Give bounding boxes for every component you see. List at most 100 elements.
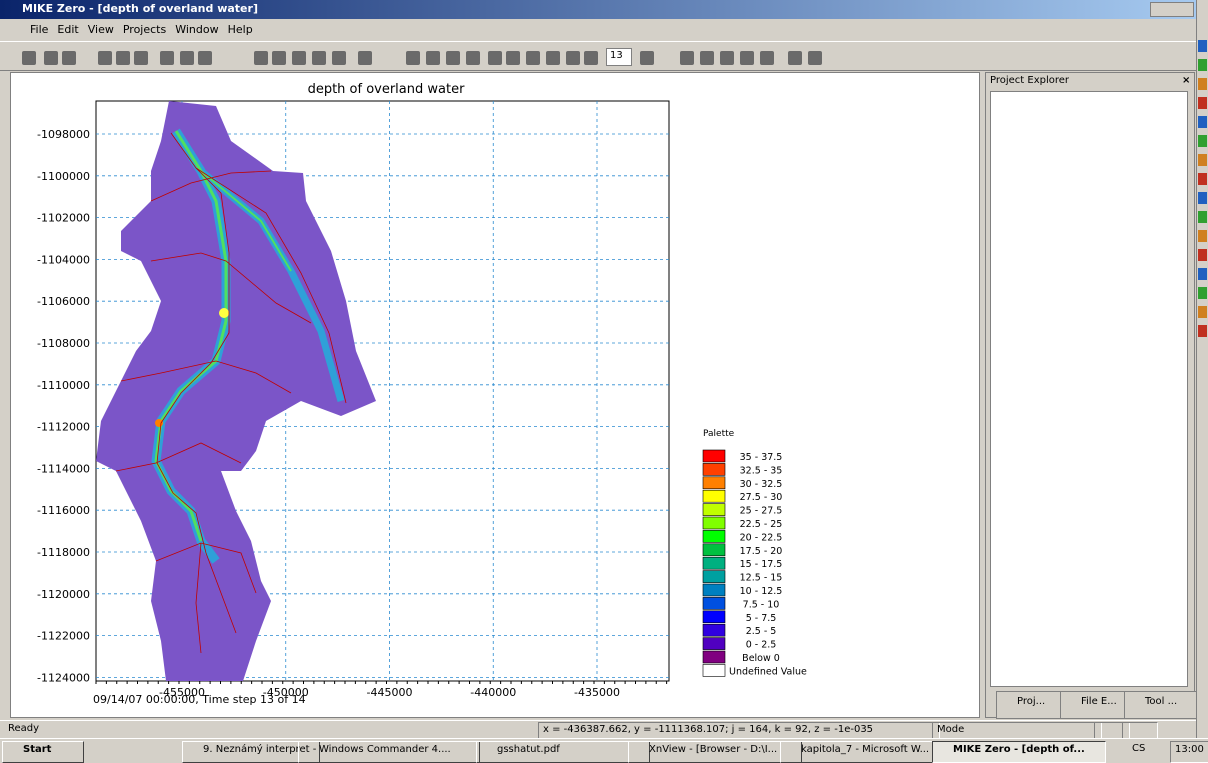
toolbar-button[interactable] bbox=[584, 51, 598, 65]
palette-swatch bbox=[703, 517, 725, 529]
explorer-body bbox=[990, 91, 1188, 687]
window-title: MIKE Zero - [depth of overland water] bbox=[0, 0, 1196, 19]
side-icon[interactable] bbox=[1198, 325, 1207, 337]
project-explorer: Project Explorer × Proj...File E...Tool … bbox=[985, 72, 1195, 718]
toolbar-button[interactable] bbox=[426, 51, 440, 65]
toolbar-button[interactable] bbox=[546, 51, 560, 65]
palette-label: 0 - 2.5 bbox=[746, 640, 777, 651]
palette-swatch bbox=[703, 557, 725, 569]
palette-swatch bbox=[703, 624, 725, 636]
toolbar-button[interactable] bbox=[198, 51, 212, 65]
toolbar-button[interactable] bbox=[134, 51, 148, 65]
toolbar-button[interactable] bbox=[740, 51, 754, 65]
toolbar-button[interactable] bbox=[788, 51, 802, 65]
side-icon[interactable] bbox=[1198, 249, 1207, 261]
side-icon[interactable] bbox=[1198, 306, 1207, 318]
y-tick-label: -1110000 bbox=[37, 379, 90, 392]
palette-swatch bbox=[703, 504, 725, 516]
toolbar-button[interactable] bbox=[488, 51, 502, 65]
y-tick-label: -1112000 bbox=[37, 421, 90, 434]
explorer-title: Project Explorer bbox=[986, 73, 1194, 89]
toolbar-button[interactable] bbox=[272, 51, 286, 65]
toolbar-button[interactable] bbox=[466, 51, 480, 65]
menu-item[interactable]: File bbox=[30, 23, 48, 40]
palette-label: 30 - 32.5 bbox=[740, 479, 783, 490]
toolbar-button[interactable] bbox=[526, 51, 540, 65]
palette-label: Below 0 bbox=[742, 653, 780, 664]
toolbar-button[interactable] bbox=[180, 51, 194, 65]
side-icon[interactable] bbox=[1198, 78, 1207, 90]
side-icon[interactable] bbox=[1198, 154, 1207, 166]
toolbar-button[interactable] bbox=[160, 51, 174, 65]
palette-label: 2.5 - 5 bbox=[746, 626, 777, 637]
x-tick-label: -435000 bbox=[574, 686, 620, 699]
y-tick-label: -1102000 bbox=[37, 212, 90, 225]
side-icon[interactable] bbox=[1198, 268, 1207, 280]
toolbar-button[interactable] bbox=[116, 51, 130, 65]
y-tick-label: -1106000 bbox=[37, 295, 90, 308]
toolbar-button[interactable] bbox=[700, 51, 714, 65]
side-icon[interactable] bbox=[1198, 40, 1207, 52]
y-tick-label: -1124000 bbox=[37, 671, 90, 684]
palette-label: 35 - 37.5 bbox=[740, 452, 783, 463]
toolbar-button[interactable] bbox=[358, 51, 372, 65]
side-strip bbox=[1196, 0, 1208, 738]
side-icon[interactable] bbox=[1198, 287, 1207, 299]
side-icon[interactable] bbox=[1198, 192, 1207, 204]
window-controls[interactable] bbox=[1150, 2, 1194, 17]
palette-swatch bbox=[703, 530, 725, 542]
y-tick-label: -1108000 bbox=[37, 337, 90, 350]
palette-label: 22.5 - 25 bbox=[740, 519, 783, 530]
menu-item[interactable]: Projects bbox=[123, 23, 166, 40]
side-icon[interactable] bbox=[1198, 211, 1207, 223]
side-icon[interactable] bbox=[1198, 230, 1207, 242]
palette-swatch bbox=[703, 651, 725, 663]
toolbar-button[interactable] bbox=[446, 51, 460, 65]
menu-item[interactable]: Help bbox=[228, 23, 253, 40]
toolbar-button[interactable] bbox=[760, 51, 774, 65]
palette-label: 15 - 17.5 bbox=[740, 559, 783, 570]
palette-swatch bbox=[703, 463, 725, 475]
toolbar-button[interactable] bbox=[44, 51, 58, 65]
toolbar-button[interactable] bbox=[292, 51, 306, 65]
toolbar-button[interactable] bbox=[62, 51, 76, 65]
menu-item[interactable]: View bbox=[88, 23, 114, 40]
toolbar-button[interactable] bbox=[720, 51, 734, 65]
palette-label: 10 - 12.5 bbox=[740, 586, 783, 597]
palette-swatch bbox=[703, 664, 725, 676]
toolbar-button[interactable] bbox=[332, 51, 346, 65]
y-tick-label: -1118000 bbox=[37, 546, 90, 559]
toolbar-button[interactable] bbox=[506, 51, 520, 65]
close-button[interactable]: × bbox=[1182, 75, 1190, 86]
palette-label: Undefined Value bbox=[729, 666, 807, 677]
palette-label: 7.5 - 10 bbox=[743, 599, 780, 610]
side-icon[interactable] bbox=[1198, 135, 1207, 147]
y-tick-label: -1116000 bbox=[37, 504, 90, 517]
toolbar-button[interactable] bbox=[98, 51, 112, 65]
timestep-input[interactable]: 13 bbox=[606, 48, 632, 66]
menu-item[interactable]: Window bbox=[175, 23, 218, 40]
toolbar-button[interactable] bbox=[640, 51, 654, 65]
toolbar bbox=[0, 41, 1196, 71]
side-icon[interactable] bbox=[1198, 173, 1207, 185]
toolbar-button[interactable] bbox=[312, 51, 326, 65]
toolbar-button[interactable] bbox=[22, 51, 36, 65]
side-icon[interactable] bbox=[1198, 116, 1207, 128]
menu-item[interactable]: Edit bbox=[57, 23, 78, 40]
language[interactable]: CS bbox=[1128, 741, 1176, 761]
palette-swatch bbox=[703, 597, 725, 609]
toolbar-button[interactable] bbox=[406, 51, 420, 65]
side-icon[interactable] bbox=[1198, 97, 1207, 109]
side-icon[interactable] bbox=[1198, 59, 1207, 71]
status-bar: Ready x = -436387.662, y = -1111368.107;… bbox=[0, 720, 1196, 738]
palette: Palette 35 - 37.532.5 - 3530 - 32.527.5 … bbox=[703, 429, 807, 677]
y-tick-label: -1098000 bbox=[37, 128, 90, 141]
toolbar-button[interactable] bbox=[808, 51, 822, 65]
y-tick-label: -1122000 bbox=[37, 630, 90, 643]
x-tick-label: -455000 bbox=[159, 686, 205, 699]
toolbar-button[interactable] bbox=[254, 51, 268, 65]
palette-swatch bbox=[703, 638, 725, 650]
toolbar-button[interactable] bbox=[566, 51, 580, 65]
toolbar-button[interactable] bbox=[680, 51, 694, 65]
plot: depth of overland water 09/14/07 00:00:0… bbox=[11, 73, 979, 717]
